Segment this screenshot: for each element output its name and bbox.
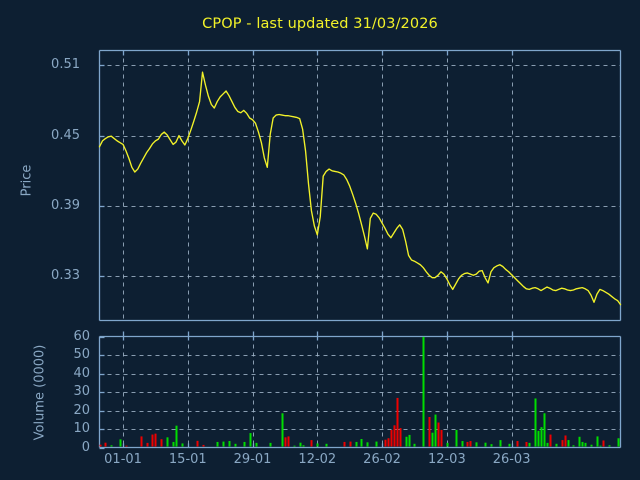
volume-ytick-label: 40	[73, 365, 90, 381]
volume-ytick-label: 0	[81, 439, 90, 455]
x-axis-tick-label: 15-01	[168, 452, 207, 467]
volume-ytick-label: 30	[73, 383, 90, 399]
x-axis-tick-label: 29-01	[233, 452, 272, 467]
x-axis-tick-label: 12-03	[427, 452, 466, 467]
price-line	[98, 71, 622, 306]
x-axis-tick-label: 26-03	[492, 452, 531, 467]
price-ytick-label: 0.51	[51, 56, 80, 72]
volume-ytick-label: 50	[73, 346, 90, 362]
volume-ytick-label: 20	[73, 402, 90, 418]
price-ytick-label: 0.39	[51, 197, 80, 213]
volume-ytick-label: 60	[73, 328, 90, 344]
price-ytick-label: 0.33	[51, 267, 80, 283]
chart-title: CPOP - last updated 31/03/2026	[202, 16, 438, 32]
x-axis-tick-label: 01-01	[104, 452, 142, 467]
x-axis-tick-label: 26-02	[363, 452, 401, 467]
volume-ytick-label: 10	[73, 420, 90, 436]
x-axis-tick-label: 12-02	[298, 452, 337, 467]
price-ytick-label: 0.45	[51, 127, 80, 143]
